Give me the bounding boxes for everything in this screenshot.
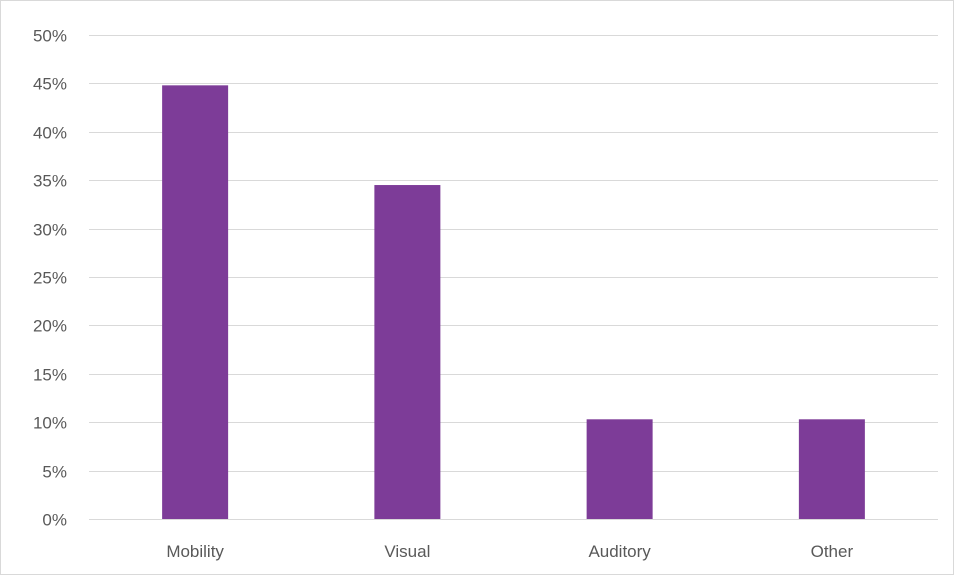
bar-other: [798, 419, 865, 519]
y-tick-label: 25%: [33, 269, 67, 288]
y-tick-label: 5%: [42, 463, 67, 482]
y-tick-label: 10%: [33, 414, 67, 433]
bar-visual: [374, 185, 441, 520]
y-axis-tick-labels: 0% 5% 10% 15% 20% 25% 30% 35% 40% 45% 50%: [33, 27, 67, 530]
y-tick-label: 35%: [33, 172, 67, 191]
bars: [162, 85, 865, 520]
x-tick-label-other: Other: [811, 542, 854, 561]
x-tick-label-visual: Visual: [384, 542, 430, 561]
y-tick-label: 50%: [33, 27, 67, 46]
y-tick-label: 45%: [33, 75, 67, 94]
x-axis-tick-labels: Mobility Visual Auditory Other: [166, 542, 853, 561]
x-tick-label-auditory: Auditory: [588, 542, 651, 561]
y-tick-label: 0%: [42, 511, 67, 530]
bar-mobility: [162, 85, 229, 519]
bar-auditory: [586, 419, 653, 519]
y-tick-label: 20%: [33, 317, 67, 336]
x-tick-label-mobility: Mobility: [166, 542, 224, 561]
y-tick-label: 30%: [33, 221, 67, 240]
gridlines: [89, 35, 938, 520]
y-tick-label: 40%: [33, 124, 67, 143]
y-tick-label: 15%: [33, 366, 67, 385]
